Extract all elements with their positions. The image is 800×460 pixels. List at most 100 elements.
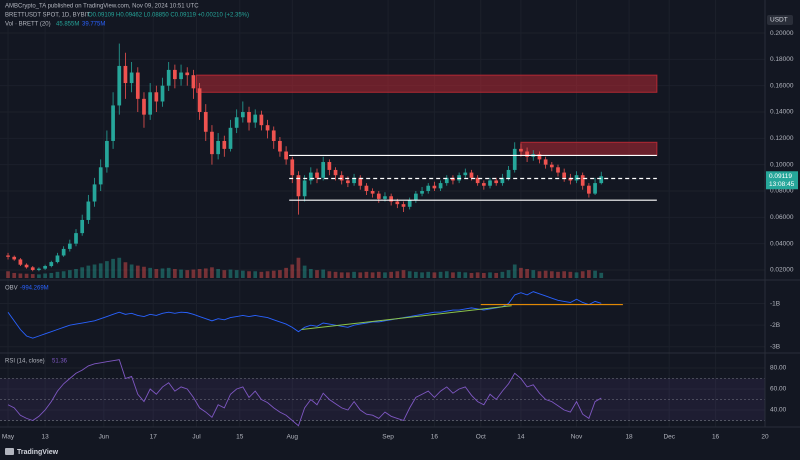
candle-body — [395, 201, 400, 205]
x-tick-label: Nov — [571, 434, 583, 441]
y-tick-label: 0.14000 — [770, 109, 794, 116]
volume-bar — [6, 271, 10, 278]
volume-bar — [525, 269, 529, 278]
y-tick-label: 0.16000 — [770, 82, 794, 89]
candle-body — [166, 69, 171, 86]
x-tick-label: Oct — [476, 434, 486, 441]
candle-body — [253, 114, 258, 123]
volume-bar — [259, 271, 264, 278]
candle-body — [173, 69, 177, 80]
ohlc: O0.09109 H0.09462 L0.08850 C0.09119 +0.0… — [88, 13, 249, 19]
x-tick-label: 16 — [712, 434, 720, 441]
candle-body — [154, 92, 159, 102]
candle-body — [401, 204, 406, 207]
volume-bar — [240, 270, 245, 278]
candle-body — [86, 201, 91, 220]
candle-body — [80, 219, 85, 234]
candle-body — [129, 72, 134, 84]
candle-body — [308, 172, 313, 181]
volume-bar — [506, 270, 511, 278]
candle-body — [135, 72, 140, 99]
candle-body — [92, 184, 97, 202]
candle-body — [290, 159, 295, 176]
volume-bar — [185, 270, 190, 278]
x-tick-label: Dec — [663, 434, 675, 441]
volume-bar — [500, 271, 505, 278]
last-price: 0.09119 — [769, 173, 792, 180]
candle-body — [240, 112, 245, 118]
candle-body — [111, 105, 115, 141]
candle-body — [105, 140, 109, 168]
obv-label: OBV — [5, 286, 18, 292]
volume-bar — [574, 272, 579, 278]
volume-bar — [580, 271, 585, 278]
rsi-line — [7, 359, 602, 427]
volume-bar — [568, 271, 573, 278]
logo-icon — [5, 448, 14, 455]
candle-body — [370, 190, 375, 194]
volume-bar — [98, 263, 103, 278]
volume-label: Vol · BRETT (20) — [5, 22, 51, 28]
publisher: AMBCrypto_TA published on TradingView.co… — [5, 4, 199, 10]
volume-bar — [333, 271, 338, 278]
volume-bar — [160, 268, 165, 278]
volume-value: 45.855M — [56, 22, 79, 28]
x-tick-label: 18 — [625, 434, 633, 441]
candle-body — [469, 172, 474, 178]
volume-bar — [531, 270, 536, 278]
volume-bar — [519, 267, 523, 278]
supply-zone — [196, 74, 658, 93]
y-tick-label: 0.18000 — [770, 56, 794, 63]
volume-bar — [216, 269, 220, 278]
volume-bar — [376, 271, 381, 278]
y-tick-label: 0.10000 — [770, 161, 794, 168]
candle-body — [117, 65, 122, 106]
volume-bar — [154, 269, 159, 278]
volume-bar — [432, 272, 437, 278]
candle-body — [512, 148, 517, 170]
candle-body — [315, 172, 319, 178]
candle-body — [67, 243, 72, 249]
candle-body — [525, 151, 529, 157]
volume-bar — [55, 271, 60, 278]
candle-body — [438, 183, 443, 189]
volume-bar — [346, 272, 350, 278]
candle-body — [500, 177, 505, 184]
candle-body — [414, 193, 418, 201]
candle-body — [475, 177, 480, 184]
rsi-value: 51.36 — [52, 359, 68, 365]
candle-body — [358, 177, 363, 186]
candle-body — [142, 98, 146, 115]
x-tick-label: Sep — [382, 434, 394, 441]
candle-body — [197, 88, 202, 113]
volume-bar — [364, 271, 369, 278]
candle-body — [346, 180, 350, 184]
candle-body — [37, 268, 41, 270]
volume-bar — [173, 269, 177, 278]
volume-ma: 39.775M — [82, 22, 105, 28]
volume-bar — [203, 268, 208, 278]
volume-bar — [562, 271, 567, 278]
volume-bar — [210, 267, 214, 278]
candle-body — [160, 85, 165, 102]
candle-body — [457, 175, 461, 181]
candle-body — [562, 172, 567, 178]
volume-bar — [556, 271, 560, 278]
candle-body — [389, 196, 394, 202]
volume-bar — [315, 270, 319, 278]
x-tick-label: 20 — [761, 434, 769, 441]
candle-body — [74, 233, 78, 244]
candle-body — [49, 262, 54, 267]
volume-bar — [475, 272, 480, 278]
candle-body — [30, 267, 35, 270]
volume-bar — [142, 266, 146, 278]
candle-body — [148, 92, 153, 115]
candle-body — [444, 177, 449, 184]
volume-bar — [148, 267, 153, 278]
x-tick-label: 16 — [431, 434, 439, 441]
candle-body — [556, 167, 560, 173]
y-tick-label: 0.04000 — [770, 240, 794, 247]
volume-bar — [253, 271, 258, 278]
